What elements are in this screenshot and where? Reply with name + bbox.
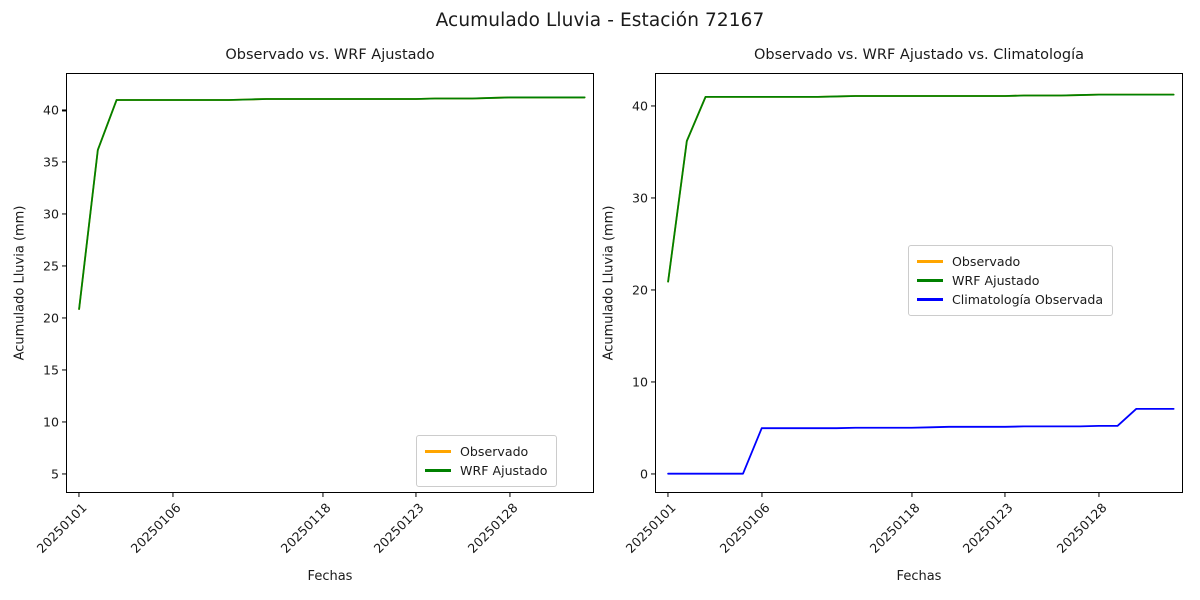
series-line [667, 93, 1175, 283]
y-tick-mark [62, 213, 66, 215]
y-tick-mark [651, 197, 655, 199]
panel-title-right: Observado vs. WRF Ajustado vs. Climatolo… [754, 47, 1084, 63]
y-tick-label: 40 [631, 98, 648, 114]
y-tick-mark [651, 381, 655, 383]
legend-label: Climatología Observada [952, 292, 1104, 307]
y-tick-mark [62, 421, 66, 423]
series-line [667, 408, 1175, 475]
legend-item[interactable]: WRF Ajustado [425, 461, 547, 480]
x-axis-label-left: Fechas [307, 569, 353, 584]
legend-label: Observado [952, 254, 1021, 269]
y-tick-label: 20 [631, 282, 648, 298]
series-line [78, 96, 586, 310]
x-tick-mark [1004, 493, 1006, 497]
y-tick-label: 30 [42, 206, 59, 222]
x-tick-label: 20250106 [127, 500, 184, 556]
y-tick-label: 35 [42, 154, 59, 170]
x-tick-mark [509, 493, 511, 497]
x-tick-mark [667, 493, 669, 497]
y-tick-label: 25 [42, 258, 59, 274]
y-tick-mark [62, 473, 66, 475]
x-tick-label: 20250101 [622, 500, 679, 556]
x-tick-label: 20250118 [866, 500, 923, 556]
y-tick-label: 10 [42, 414, 59, 430]
series-line [78, 96, 586, 310]
legend-color-swatch [917, 298, 943, 301]
legend-label: WRF Ajustado [952, 273, 1040, 288]
legend-item[interactable]: Observado [917, 252, 1103, 271]
x-axis-label-right: Fechas [896, 569, 942, 584]
y-tick-label: 20 [42, 310, 59, 326]
axes-frame-left [66, 73, 594, 493]
y-tick-label: 5 [50, 466, 59, 482]
x-tick-label: 20250101 [33, 500, 90, 556]
y-tick-mark [62, 161, 66, 163]
x-tick-mark [321, 493, 324, 497]
x-tick-label: 20250123 [959, 500, 1016, 556]
x-tick-mark [1098, 493, 1100, 497]
y-tick-mark [62, 369, 66, 371]
x-tick-label: 20250123 [370, 500, 427, 556]
panel-title-left: Observado vs. WRF Ajustado [225, 47, 435, 63]
y-tick-mark [62, 317, 66, 319]
plot-lines-left [78, 96, 586, 310]
y-tick-mark [651, 105, 655, 107]
chart-panel-left: Observado vs. WRF Ajustado 5 10 15 20 25 30 35… [34, 47, 594, 556]
y-tick-mark [651, 289, 655, 291]
x-tick-label: 20250128 [464, 500, 521, 556]
x-tick-label: 20250106 [716, 500, 773, 556]
y-tick-label: 30 [631, 190, 648, 206]
y-tick-mark [651, 473, 655, 475]
legend-item[interactable]: Climatología Observada [917, 290, 1103, 309]
y-axis-label-right: Acumulado Lluvia (mm) [601, 205, 617, 361]
x-tick-mark [78, 493, 80, 497]
legend-item[interactable]: Observado [425, 442, 547, 461]
legend-color-swatch [917, 279, 943, 282]
y-axis-label-left: Acumulado Lluvia (mm) [12, 205, 28, 361]
x-tick-mark [172, 493, 174, 497]
legend-label: Observado [460, 444, 529, 459]
x-tick-mark [761, 493, 763, 497]
legend-color-swatch [917, 260, 943, 263]
y-tick-mark [62, 109, 66, 111]
x-tick-mark [415, 493, 417, 497]
legend-label: WRF Ajustado [460, 463, 548, 478]
x-tick-mark [910, 493, 913, 497]
x-tick-label: 20250118 [277, 500, 334, 556]
y-tick-label: 15 [42, 362, 59, 378]
legend-color-swatch [425, 450, 451, 453]
y-tick-mark [62, 265, 66, 267]
legend-color-swatch [425, 469, 451, 472]
legend-left[interactable]: Observado WRF Ajustado [416, 435, 558, 487]
x-tick-label: 20250128 [1053, 500, 1110, 556]
y-tick-label: 10 [631, 374, 648, 390]
legend-item[interactable]: WRF Ajustado [917, 271, 1103, 290]
y-tick-label: 40 [42, 102, 59, 118]
figure-title: Acumulado Lluvia - Estación 72167 [435, 10, 765, 31]
plot-lines-right [667, 93, 1175, 475]
y-tick-label: 0 [639, 466, 648, 482]
legend-right[interactable]: Observado WRF Ajustado Climatología Observ… [908, 245, 1114, 316]
